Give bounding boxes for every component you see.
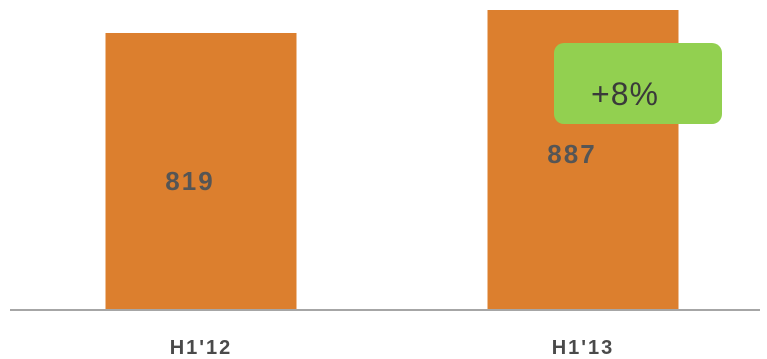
category-label: H1'13: [552, 337, 615, 359]
growth-badge-label: +8%: [591, 76, 659, 112]
category-label: H1'12: [170, 337, 233, 359]
bar-value-label: 819: [165, 166, 214, 196]
bar-value-label: 887: [547, 139, 596, 169]
bar-0: [105, 32, 297, 310]
growth-badge-box: [554, 43, 722, 124]
growth-badge: +8%: [554, 43, 722, 124]
labels-layer: 819 H1'12 887 H1'13: [165, 139, 615, 359]
